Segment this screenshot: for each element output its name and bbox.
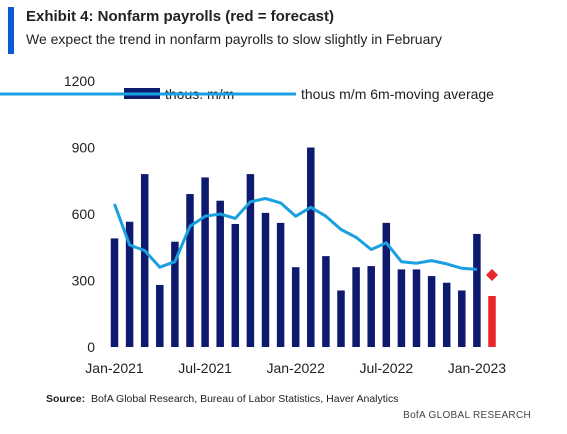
bar-series — [110, 147, 481, 347]
legend-line-label: thous m/m 6m-moving average — [301, 86, 494, 102]
y-tick-label: 600 — [72, 206, 96, 222]
forecast-bar — [488, 296, 496, 347]
bar — [231, 223, 240, 347]
legend: thous. m/m thous m/m 6m-moving average — [0, 86, 494, 102]
x-tick-label: Jan-2022 — [267, 360, 326, 376]
source-text: BofA Global Research, Bureau of Labor St… — [90, 393, 399, 405]
accent-bar — [8, 7, 14, 54]
bar — [352, 267, 360, 347]
bar — [261, 212, 270, 347]
line-series — [113, 197, 478, 271]
bar — [171, 241, 179, 347]
bar — [201, 177, 209, 347]
x-axis: Jan-2021 Jul-2021 Jan-2022 Jul-2022 Jan-2023 — [85, 360, 506, 376]
x-tick-label: Jul-2021 — [178, 360, 232, 376]
bar — [458, 290, 466, 347]
bar — [156, 284, 164, 347]
bar — [291, 267, 300, 347]
x-tick-label: Jul-2022 — [359, 360, 413, 376]
source-note: Source: BofA Global Research, Bureau of … — [46, 393, 399, 405]
chart-title: Exhibit 4: Nonfarm payrolls (red = forec… — [26, 8, 334, 25]
y-tick-label: 1200 — [64, 73, 95, 89]
bar — [140, 174, 149, 347]
brand-label: BofA GLOBAL RESEARCH — [403, 410, 531, 421]
bar — [337, 290, 345, 347]
bar — [186, 194, 194, 347]
x-tick-label: Jan-2021 — [85, 360, 144, 376]
bar — [442, 282, 451, 347]
bar — [216, 200, 224, 347]
bar — [427, 276, 436, 347]
bar — [367, 266, 375, 347]
bar — [322, 256, 330, 347]
x-tick-label: Jan-2023 — [448, 360, 507, 376]
bar — [276, 222, 285, 347]
chart-subtitle: We expect the trend in nonfarm payrolls … — [26, 31, 443, 47]
moving-average-line — [113, 197, 478, 271]
bar — [110, 238, 119, 347]
source-label: Source: — [46, 393, 86, 405]
y-tick-label: 900 — [72, 140, 96, 156]
bar — [412, 269, 421, 347]
forecast-marker — [486, 268, 498, 281]
bar — [307, 147, 315, 347]
y-axis: 0 300 600 900 1200 — [64, 73, 95, 355]
y-tick-label: 300 — [72, 273, 96, 289]
bar — [397, 269, 406, 347]
y-tick-label: 0 — [87, 339, 95, 355]
bar — [382, 222, 391, 347]
bar — [125, 221, 134, 347]
bar — [473, 233, 481, 347]
forecast-series — [486, 268, 498, 347]
bar — [246, 174, 255, 347]
